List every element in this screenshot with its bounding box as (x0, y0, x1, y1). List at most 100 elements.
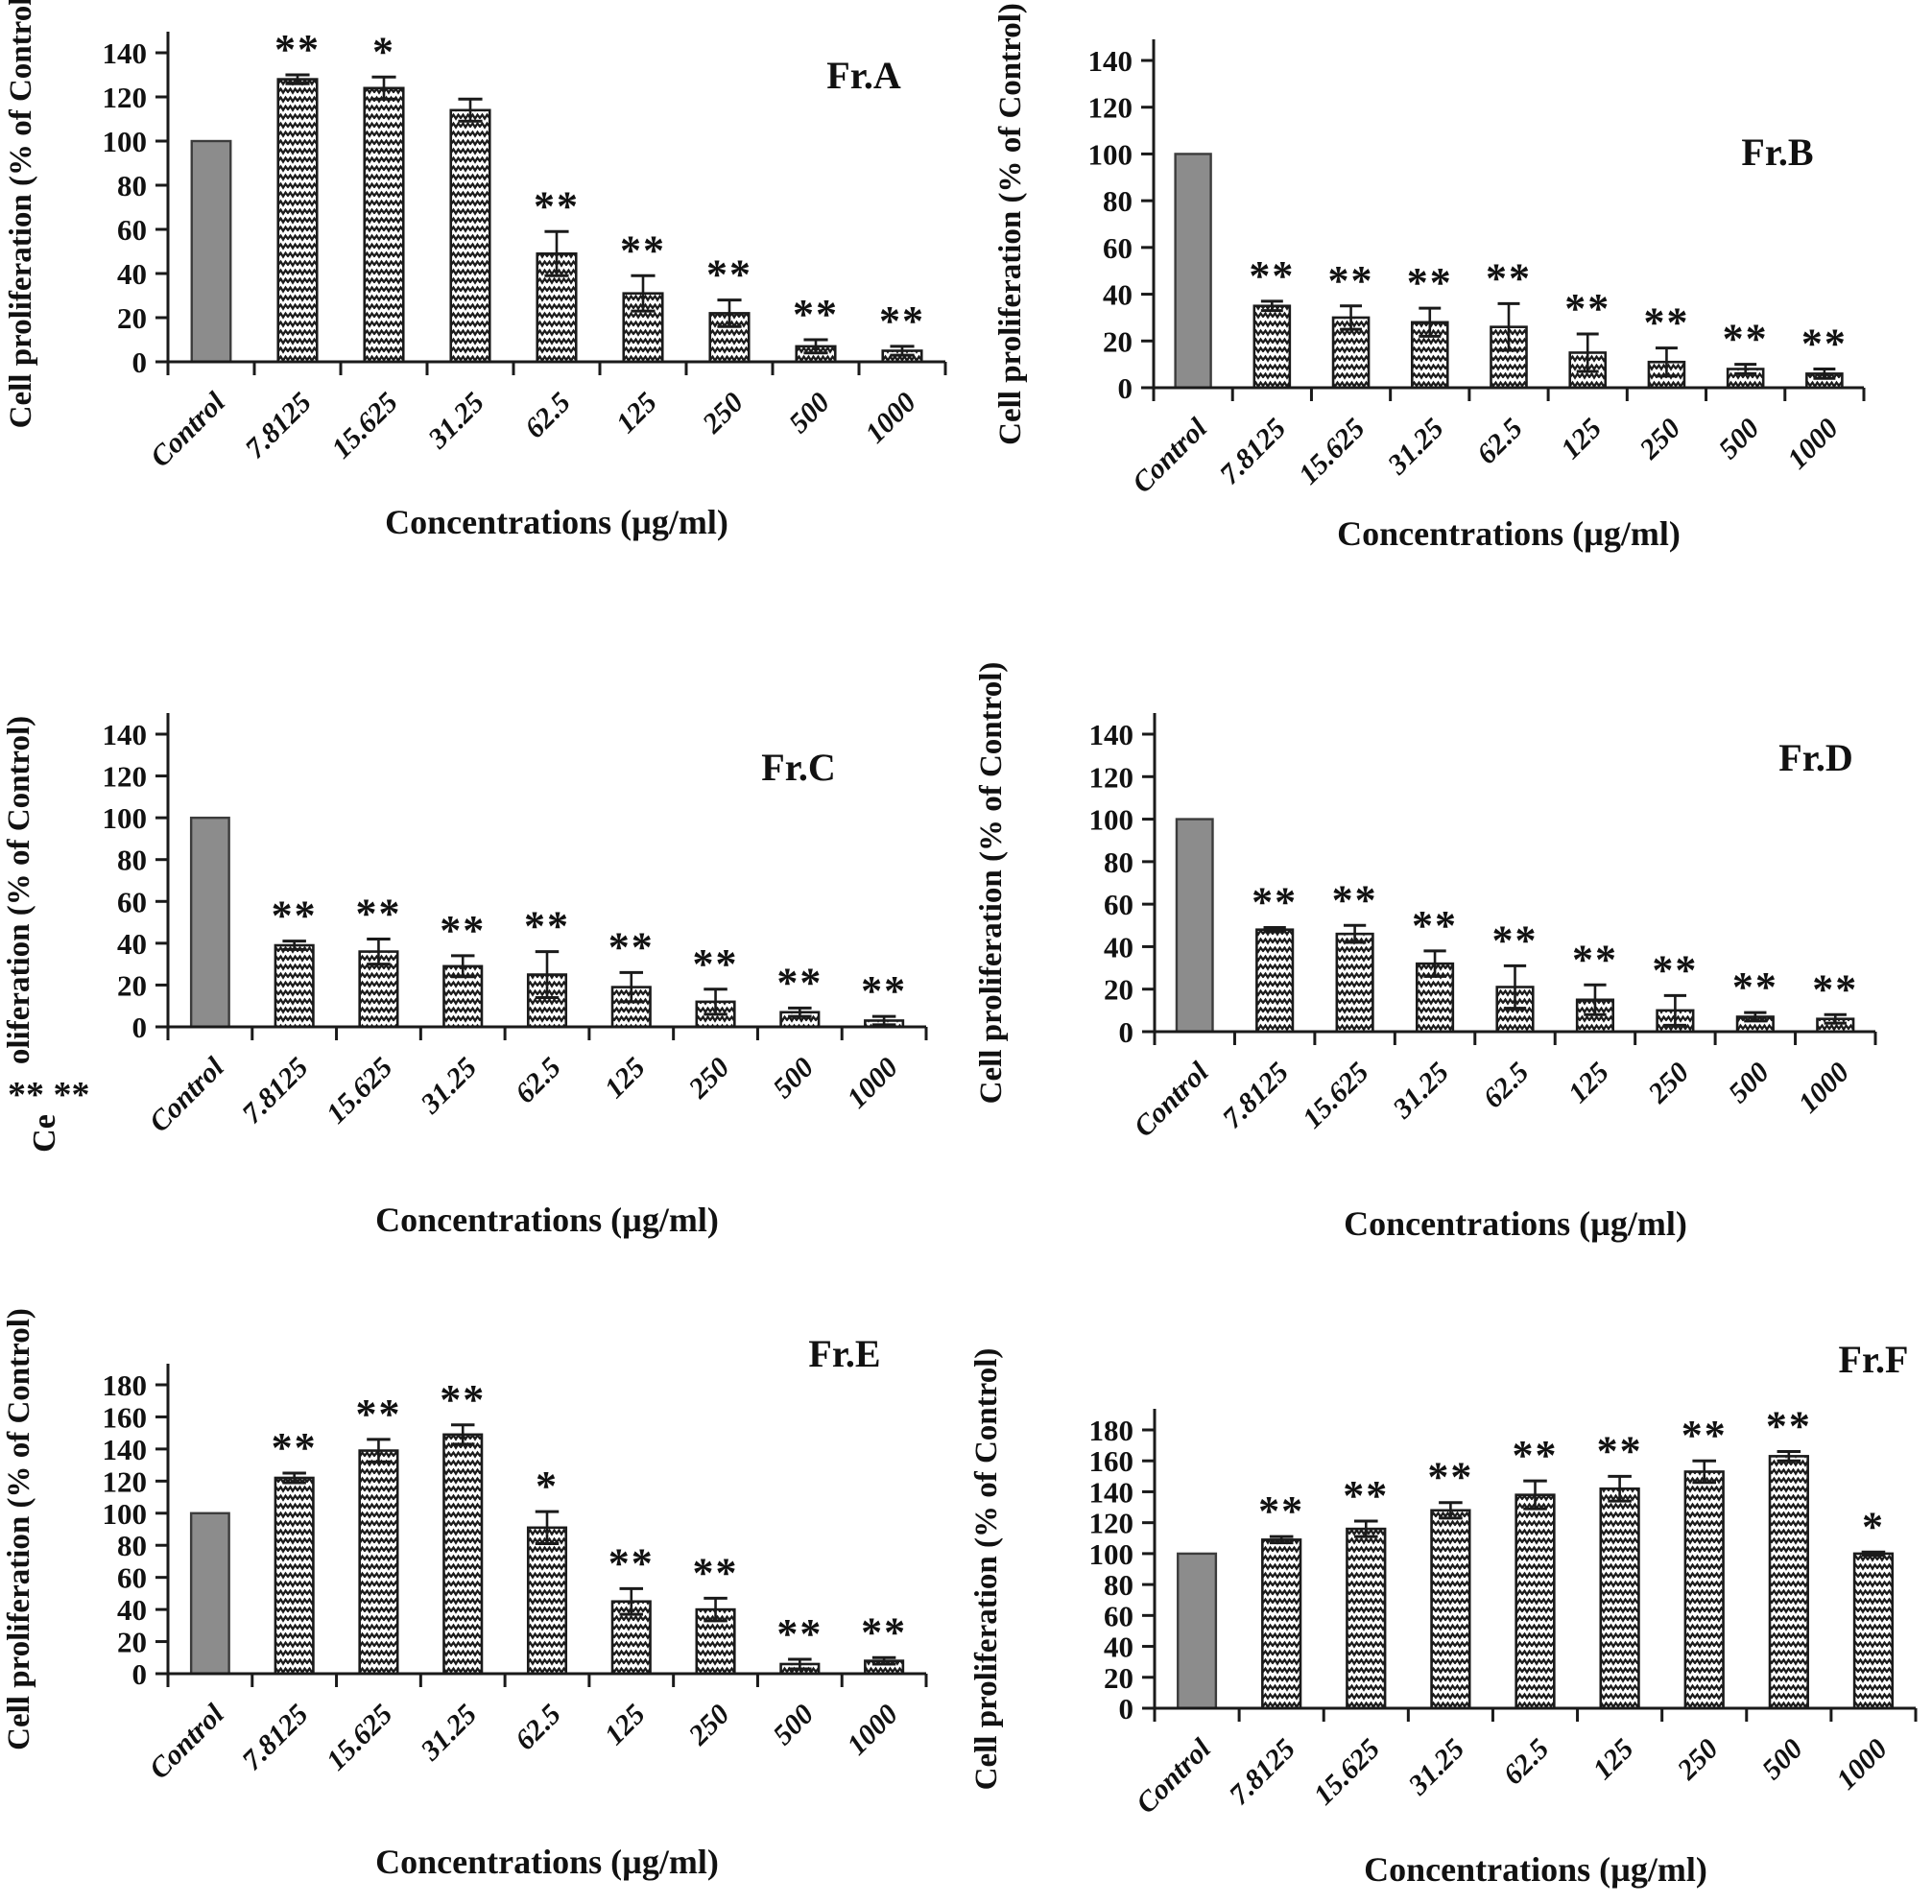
x-tick-label: 1000 (859, 387, 922, 450)
significance-marker: ** (272, 892, 318, 940)
x-axis-title: Concentrations (µg/ml) (1337, 514, 1681, 553)
y-tick-label: 120 (103, 1464, 148, 1498)
significance-marker: ** (1343, 1472, 1389, 1519)
y-tick-label: 60 (1103, 231, 1133, 265)
panel-title: Fr.A (826, 54, 901, 97)
significance-marker: ** (274, 26, 321, 73)
chart-panel-fr-d: Control ** 7.8125 ** 15.625 ** 31.25 ** 62.5 ** 12… (966, 634, 1932, 1269)
y-tick-label: 60 (117, 885, 147, 918)
x-tick-label: Control (143, 1051, 230, 1138)
significance-marker: ** (1766, 1403, 1812, 1450)
significance-marker: ** (1328, 257, 1374, 304)
significance-marker: ** (355, 891, 401, 938)
x-tick-label: 500 (767, 1699, 820, 1751)
y-tick-label: 100 (103, 801, 148, 835)
y-tick-label: 80 (117, 844, 147, 877)
bar-fr-f-1000: * (1852, 1503, 1895, 1710)
x-tick-label: 31.25 (421, 387, 490, 456)
chart-fr-d-canvas: Control ** 7.8125 ** 15.625 ** 31.25 ** 62.5 ** 12… (974, 662, 1877, 1243)
significance-marker: ** (1407, 259, 1453, 306)
x-tick-label: 62.5 (1470, 413, 1528, 470)
x-axis-title: Concentrations (µg/ml) (375, 1201, 719, 1239)
significance-marker: ** (1258, 1488, 1304, 1535)
panel-title: Fr.D (1778, 736, 1852, 779)
x-tick-label: 7.8125 (236, 1699, 315, 1777)
y-tick-label: 60 (1104, 1599, 1133, 1632)
significance-marker: ** (1564, 285, 1610, 332)
chart-panel-fr-c: Control ** 7.8125 ** 15.625 ** 31.25 ** 62.5 ** 12… (0, 634, 966, 1269)
panel-title: Fr.E (808, 1332, 880, 1375)
x-tick-label: 250 (682, 1052, 736, 1106)
significance-marker: ** (1682, 1412, 1728, 1459)
y-tick-label: 160 (1089, 1444, 1134, 1478)
significance-marker: ** (1812, 965, 1858, 1012)
x-tick-label: 31.25 (414, 1052, 483, 1121)
y-tick-label: 0 (1119, 1692, 1134, 1726)
x-tick-label: 62.5 (1497, 1733, 1555, 1791)
significance-marker: * (372, 28, 395, 75)
y-axis-title: Cell proliferation (% of Control) (4, 0, 38, 428)
bar-fr-b-15.625: ** (1328, 257, 1374, 390)
x-tick-label: 500 (767, 1052, 820, 1105)
x-tick-label: 500 (1756, 1733, 1809, 1786)
bar-fr-b-62.5: ** (1486, 254, 1530, 390)
significance-marker: ** (776, 1610, 823, 1657)
significance-marker: ** (608, 923, 655, 970)
bar-fr-f-125: ** (1597, 1427, 1641, 1710)
bar-fr-e-62.5: * (526, 1463, 568, 1676)
y-tick-label: 100 (1088, 137, 1133, 171)
bar-fr-d-500: ** (1732, 964, 1777, 1034)
x-tick-label: 250 (1634, 413, 1687, 466)
x-tick-label: 125 (599, 1699, 652, 1751)
y-tick-label: 80 (117, 1529, 147, 1562)
y-tick-label: 20 (1104, 973, 1133, 1007)
significance-marker: ** (1249, 252, 1295, 299)
y-tick-label: 120 (1089, 1507, 1134, 1540)
y-tick-label: 140 (1089, 718, 1134, 751)
x-tick-label: Control (1127, 412, 1214, 499)
y-tick-label: 140 (103, 718, 148, 751)
y-tick-label: 80 (1104, 845, 1133, 879)
significance-marker: ** (1513, 1432, 1559, 1479)
significance-marker: ** (1572, 936, 1618, 983)
bar-fr-e-500: ** (776, 1610, 823, 1676)
x-tick-label: 1000 (841, 1699, 904, 1762)
x-tick-label: 7.8125 (239, 387, 318, 465)
x-tick-label: 125 (610, 387, 663, 440)
significance-marker: ** (1252, 879, 1298, 926)
y-tick-label: 140 (103, 36, 148, 70)
y-tick-label: 140 (1088, 44, 1133, 78)
x-tick-label: 15.625 (1293, 413, 1371, 491)
bar-fr-e-7.8125: ** (272, 1424, 316, 1676)
bar-fr-f-15.625: ** (1343, 1472, 1389, 1710)
bar-fr-c-31.25: ** (440, 907, 484, 1029)
y-axis-title: Cell proliferation (% of Control) (969, 1348, 1004, 1791)
significance-marker: ** (793, 291, 839, 338)
x-tick-label: 250 (682, 1699, 736, 1752)
bar-fr-b-250: ** (1643, 299, 1687, 390)
x-tick-label: 500 (783, 387, 836, 440)
significance-marker: ** (524, 903, 570, 950)
bar-fr-e-125: ** (608, 1539, 655, 1676)
x-tick-label: 250 (1671, 1733, 1725, 1787)
bar-fr-e-250: ** (693, 1549, 737, 1676)
bar-fr-a-control (190, 139, 232, 364)
bar-fr-d-31.25: ** (1412, 902, 1456, 1034)
significance-marker: ** (440, 1376, 486, 1423)
bar-fr-c-250: ** (693, 940, 737, 1029)
x-tick-label: 15.625 (1308, 1733, 1387, 1812)
y-tick-label: 40 (117, 927, 147, 961)
significance-marker: ** (620, 226, 666, 274)
x-tick-label: 500 (1723, 1057, 1776, 1109)
bar-fr-c-1000: ** (861, 967, 905, 1029)
x-tick-label: 500 (1712, 413, 1765, 465)
bar-fr-a-125: ** (620, 226, 666, 364)
x-tick-label: 15.625 (325, 387, 404, 465)
significance-marker: ** (1332, 876, 1378, 923)
panel-title: Fr.C (761, 746, 835, 789)
significance-marker: ** (608, 1539, 655, 1586)
bar-fr-d-control (1175, 818, 1214, 1034)
significance-marker: ** (1652, 946, 1698, 993)
chart-panel-fr-f: Control ** 7.8125 ** 15.625 ** 31.25 ** 62.5 ** 12… (966, 1269, 1932, 1904)
x-tick-label: 1000 (1792, 1057, 1855, 1120)
